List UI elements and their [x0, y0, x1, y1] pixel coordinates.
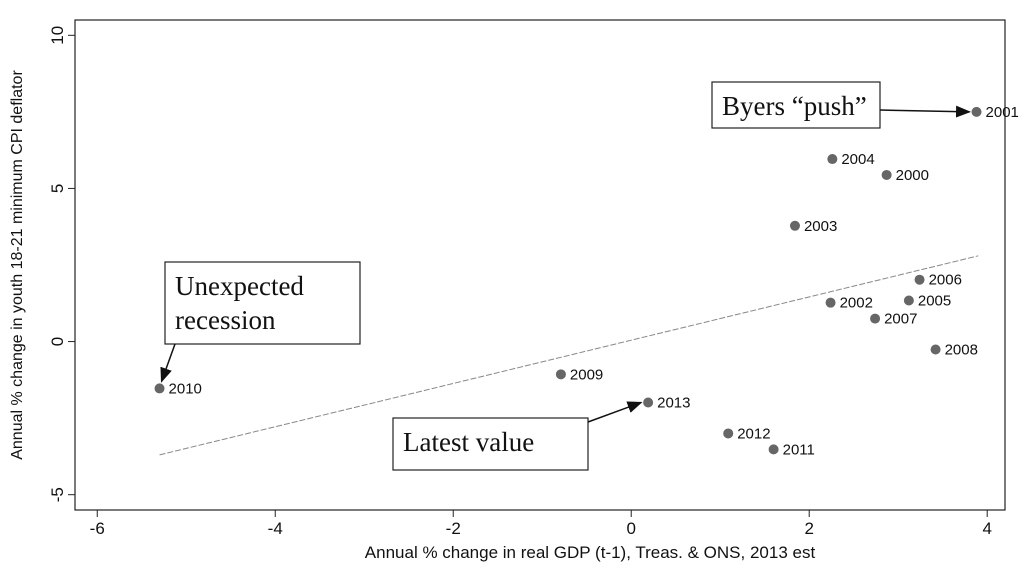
point: [881, 169, 892, 180]
x-tick-label: 0: [626, 519, 635, 538]
x-tick-label: -6: [90, 519, 105, 538]
point-label: 2007: [884, 311, 917, 328]
annotation-text: recession: [175, 305, 276, 335]
point: [971, 106, 982, 117]
point: [930, 344, 941, 355]
point-label: 2003: [804, 218, 837, 235]
point-label: 2013: [657, 395, 690, 412]
point-label: 2006: [929, 272, 962, 289]
point: [903, 295, 914, 306]
point-label: 2008: [945, 342, 978, 359]
point-label: 2010: [169, 380, 202, 397]
y-tick-label: -5: [48, 487, 67, 502]
point-label: 2004: [841, 151, 874, 168]
annotation-arrow: [879, 105, 972, 118]
point: [789, 220, 800, 231]
y-tick-label: 0: [48, 337, 67, 346]
point: [768, 444, 779, 455]
x-tick-label: -4: [268, 519, 283, 538]
x-tick-label: -2: [446, 519, 461, 538]
point: [723, 428, 734, 439]
x-tick-label: 4: [982, 519, 991, 538]
point-label: 2009: [570, 366, 603, 383]
x-tick-label: 2: [804, 519, 813, 538]
point-label: 2005: [918, 293, 951, 310]
annotation-text: Unexpected: [175, 271, 304, 301]
point: [643, 397, 654, 408]
y-tick-label: 10: [48, 26, 67, 45]
annotation-arrow: [587, 401, 643, 423]
point: [827, 154, 838, 165]
annotation-arrow: [160, 343, 176, 383]
annotation-box: [164, 261, 361, 345]
y-tick-label: 5: [48, 184, 67, 193]
point-label: 2011: [783, 441, 815, 458]
annotation-box: [711, 81, 881, 129]
point-label: 2000: [896, 167, 929, 184]
plot-frame: [74, 19, 1006, 511]
point: [154, 383, 165, 394]
point-label: 2001: [986, 104, 1019, 121]
point: [914, 274, 925, 285]
x-axis-label: Annual % change in real GDP (t-1), Treas…: [365, 543, 816, 562]
annotation-box: [392, 417, 589, 471]
y-axis-label: Annual % change in youth 18-21 minimum C…: [9, 70, 26, 460]
point-label: 2012: [737, 425, 770, 442]
point: [555, 369, 566, 380]
point-label: 2002: [840, 295, 873, 312]
point: [825, 297, 836, 308]
annotation-text: Byers “push”: [722, 91, 867, 121]
point: [870, 313, 881, 324]
fit-line: [159, 255, 979, 456]
annotation-text: Latest value: [403, 427, 534, 457]
